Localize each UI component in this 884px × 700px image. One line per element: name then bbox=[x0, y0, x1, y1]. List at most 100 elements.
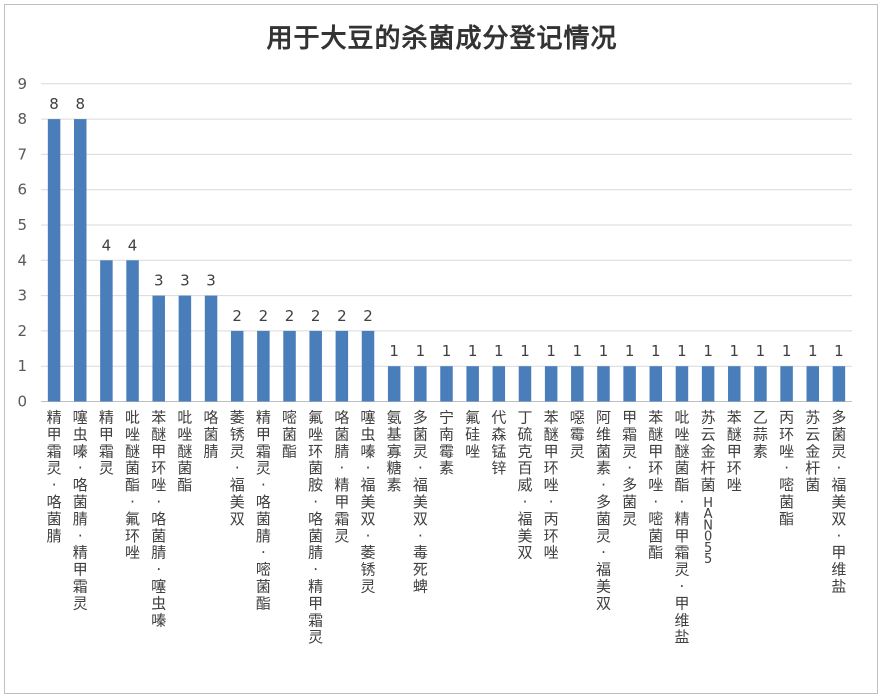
bar bbox=[283, 330, 296, 402]
data-label: 3 bbox=[206, 272, 216, 290]
bar bbox=[649, 366, 663, 402]
data-label: 1 bbox=[494, 342, 504, 360]
y-axis: 0 1 2 3 4 5 6 7 8 9 bbox=[17, 75, 27, 411]
x-tick-label: 多菌灵·福美双·毒死蜱 bbox=[413, 409, 428, 596]
bar bbox=[440, 366, 453, 402]
data-label: 1 bbox=[834, 342, 844, 360]
bar bbox=[492, 366, 506, 402]
data-label: 1 bbox=[599, 342, 609, 360]
y-tick-label: 6 bbox=[17, 181, 27, 199]
data-label: 4 bbox=[102, 236, 112, 254]
data-label: 4 bbox=[128, 236, 138, 254]
data-label: 2 bbox=[232, 307, 242, 325]
data-label: 1 bbox=[730, 342, 740, 360]
bar bbox=[335, 330, 349, 402]
bar bbox=[754, 366, 767, 402]
data-label: 1 bbox=[442, 342, 452, 360]
x-tick-label: 咯菌腈·精甲霜灵 bbox=[334, 409, 349, 545]
x-tick-label: 甲霜灵·多菌灵 bbox=[622, 409, 637, 528]
x-tick-label: 噻虫嗪·福美双·萎锈灵 bbox=[361, 409, 376, 596]
bar bbox=[544, 366, 558, 402]
x-tick-label: 丁硫克百威·福美双 bbox=[517, 409, 532, 562]
data-label: 2 bbox=[285, 307, 295, 325]
data-label: 1 bbox=[468, 342, 478, 360]
data-label: 1 bbox=[808, 342, 818, 360]
data-labels: 8 84 43 3 32 2 2 2 2 21 1 1 1 1 1 1 1 1 1 1 1 1 1 1 1 1 1 bbox=[49, 95, 843, 360]
bar bbox=[571, 366, 584, 402]
data-label: 1 bbox=[625, 342, 635, 360]
data-label: 1 bbox=[756, 342, 766, 360]
data-label: 3 bbox=[154, 272, 164, 290]
x-tick-label: 噻虫嗪·咯菌腈·精甲霜灵 bbox=[73, 409, 88, 613]
bar bbox=[126, 260, 139, 402]
bar bbox=[73, 119, 87, 402]
bar bbox=[701, 366, 715, 402]
data-label: 1 bbox=[416, 342, 426, 360]
bar bbox=[832, 366, 846, 402]
data-label: 3 bbox=[180, 272, 190, 290]
x-tick-label: 氨基寡糖素 bbox=[387, 409, 402, 495]
x-tick-label: 丙环唑·嘧菌酯 bbox=[779, 409, 794, 528]
x-tick-label: 苏云金杆菌 H A N 0 5 5 bbox=[701, 409, 716, 568]
x-tick-label: 氟唑环菌胺·咯菌腈·精甲霜灵 bbox=[308, 409, 323, 647]
bar bbox=[361, 330, 375, 402]
x-tick-label: 乙蒜素 bbox=[753, 409, 768, 461]
bar bbox=[309, 330, 322, 402]
data-label: 1 bbox=[782, 342, 792, 360]
bar bbox=[230, 330, 244, 402]
bar bbox=[204, 295, 218, 402]
bar bbox=[178, 295, 192, 402]
bar bbox=[387, 366, 401, 402]
data-label: 2 bbox=[363, 307, 373, 325]
bar bbox=[518, 366, 532, 402]
x-tick-label: 阿维菌素·多菌灵·福美双 bbox=[596, 409, 611, 613]
y-tick-label: 2 bbox=[17, 322, 27, 340]
bar bbox=[623, 366, 636, 402]
bar bbox=[414, 366, 427, 402]
data-label: 8 bbox=[75, 95, 85, 113]
bar bbox=[806, 366, 820, 402]
data-label: 1 bbox=[703, 342, 713, 360]
data-label: 1 bbox=[651, 342, 661, 360]
x-tick-label: 吡唑醚菌酯·氟环唑 bbox=[125, 409, 140, 562]
x-tick-label: 精甲霜灵·咯菌腈·嘧菌酯 bbox=[256, 409, 271, 613]
data-label: 2 bbox=[259, 307, 269, 325]
y-tick-label: 4 bbox=[17, 251, 27, 269]
x-tick-label: 吡唑醚菌酯·精甲霜灵·甲维盐 bbox=[674, 409, 689, 647]
y-tick-label: 7 bbox=[17, 145, 27, 163]
bar bbox=[152, 295, 165, 402]
x-tick-label: 宁南霉素 bbox=[439, 409, 454, 478]
bar bbox=[47, 119, 61, 402]
x-tick-label: 咯菌腈 bbox=[204, 409, 219, 461]
data-label: 1 bbox=[677, 342, 687, 360]
bar bbox=[100, 260, 113, 402]
x-tick-label: 苏云金杆菌 bbox=[805, 409, 820, 495]
chart-title: 用于大豆的杀菌成分登记情况 bbox=[266, 24, 618, 54]
x-tick-label: 噁霉灵 bbox=[570, 409, 585, 461]
x-tick-label: 吡唑醚菌酯 bbox=[177, 409, 192, 495]
x-tick-label: 精甲霜灵·咯菌腈 bbox=[47, 409, 62, 545]
data-label: 2 bbox=[311, 307, 321, 325]
y-tick-label: 5 bbox=[17, 216, 27, 234]
x-tick-label: 苯醚甲环唑·嘧菌酯 bbox=[648, 409, 663, 562]
x-tick-label: 多菌灵·福美双·甲维盐 bbox=[831, 409, 846, 596]
x-axis: 精甲霜灵·咯菌腈噻虫嗪·咯菌腈·精甲霜灵精甲霜灵吡唑醚菌酯·氟环唑苯醚甲环唑·咯… bbox=[47, 409, 847, 647]
data-label: 1 bbox=[520, 342, 530, 360]
data-label: 1 bbox=[546, 342, 556, 360]
grid-layer bbox=[41, 83, 852, 402]
bar bbox=[466, 366, 479, 402]
y-tick-label: 9 bbox=[17, 75, 27, 93]
x-tick-label: 萎锈灵·福美双 bbox=[230, 409, 245, 528]
data-label: 2 bbox=[337, 307, 347, 325]
bar-series bbox=[47, 119, 846, 402]
x-tick-label: 代森锰锌 bbox=[491, 409, 506, 478]
y-tick-label: 8 bbox=[17, 110, 27, 128]
x-tick-label: 苯醚甲环唑 bbox=[727, 409, 742, 495]
x-tick-label: 嘧菌酯 bbox=[282, 409, 297, 461]
x-tick-label: 苯醚甲环唑·丙环唑 bbox=[544, 409, 559, 562]
data-label: 1 bbox=[389, 342, 399, 360]
bar bbox=[675, 366, 689, 402]
bar bbox=[780, 366, 793, 402]
y-tick-label: 3 bbox=[17, 287, 27, 305]
